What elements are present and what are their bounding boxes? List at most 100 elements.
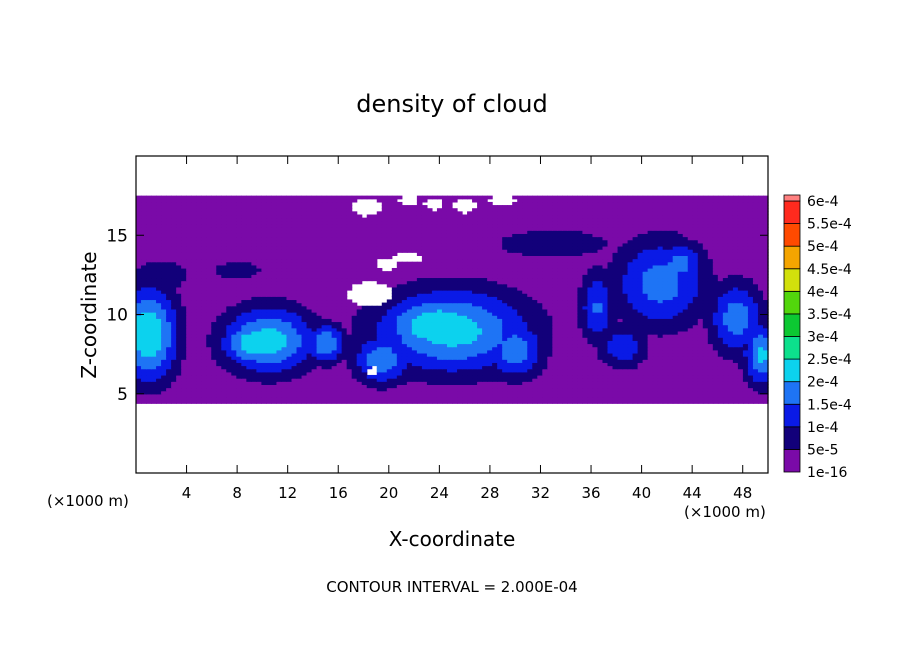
heatmap-cell: [246, 312, 252, 316]
heatmap-cell: [742, 324, 749, 329]
heatmap-cell: [652, 378, 659, 382]
heatmap-cell: [757, 362, 764, 367]
heatmap-cell: [467, 346, 473, 351]
heatmap-cell: [311, 384, 318, 389]
heatmap-cell: [642, 384, 649, 389]
heatmap-cell: [186, 337, 192, 341]
heatmap-cell: [562, 318, 568, 323]
heatmap-cell: [191, 302, 197, 307]
heatmap-cell: [487, 315, 493, 319]
heatmap-cell: [406, 330, 413, 335]
heatmap-cell: [256, 368, 262, 373]
heatmap-cell: [316, 346, 323, 351]
heatmap-cell: [587, 381, 594, 385]
heatmap-cell: [522, 277, 528, 282]
heatmap-cell: [381, 346, 388, 351]
heatmap-cell: [757, 302, 764, 307]
heatmap-cell: [757, 352, 764, 357]
heatmap-cell: [617, 290, 624, 294]
heatmap-cell: [446, 318, 453, 323]
heatmap-cell: [361, 308, 368, 313]
heatmap-cell: [592, 378, 599, 382]
heatmap-cell: [396, 318, 403, 323]
heatmap-cell: [136, 299, 142, 304]
heatmap-cell: [517, 299, 523, 304]
heatmap-cell: [462, 368, 468, 373]
heatmap-cell: [582, 280, 589, 285]
heatmap-cell: [622, 277, 629, 282]
heatmap-cell: [351, 324, 358, 329]
heatmap-cell: [446, 368, 453, 373]
heatmap-cell: [391, 393, 398, 398]
heatmap-cell: [722, 305, 729, 310]
heatmap-cell: [141, 337, 147, 341]
heatmap-cell: [196, 352, 202, 357]
heatmap-cell: [732, 362, 739, 367]
heatmap-cell: [211, 274, 217, 279]
heatmap-cell: [201, 274, 207, 279]
heatmap-cell: [321, 280, 328, 285]
heatmap-cell: [236, 359, 242, 363]
heatmap-cell: [712, 296, 719, 301]
heatmap-cell: [236, 280, 242, 285]
heatmap-cell: [612, 378, 619, 382]
heatmap-cell: [146, 374, 152, 379]
heatmap-cell: [321, 346, 328, 351]
heatmap-cell: [477, 400, 483, 404]
heatmap-cell: [732, 337, 739, 341]
heatmap-cell: [477, 302, 483, 307]
heatmap-cell: [632, 308, 639, 313]
heatmap-cell: [582, 293, 589, 297]
heatmap-cell: [482, 381, 488, 385]
heatmap-cell: [547, 312, 553, 316]
heatmap-cell: [286, 308, 293, 313]
heatmap-cell: [446, 343, 453, 348]
heatmap-cell: [477, 324, 483, 329]
heatmap-cell: [146, 296, 152, 301]
heatmap-cell: [276, 286, 283, 291]
heatmap-cell: [582, 305, 589, 310]
heatmap-cell: [537, 296, 543, 301]
heatmap-cell: [712, 280, 719, 285]
heatmap-cell: [246, 352, 252, 357]
heatmap-cell: [712, 381, 719, 385]
heatmap-cell: [406, 299, 413, 304]
heatmap-cell: [201, 352, 207, 357]
heatmap-cell: [266, 381, 273, 385]
heatmap-cell: [537, 343, 543, 348]
heatmap-cell: [191, 365, 197, 370]
heatmap-cell: [191, 381, 197, 385]
heatmap-cell: [547, 349, 553, 354]
heatmap-cell: [607, 352, 614, 357]
heatmap-cell: [607, 327, 614, 332]
heatmap-cell: [472, 387, 478, 392]
heatmap-cell: [446, 384, 453, 389]
heatmap-cell: [281, 390, 288, 395]
heatmap-cell: [296, 308, 303, 313]
heatmap-cell: [326, 384, 333, 389]
heatmap-cell: [732, 283, 739, 288]
heatmap-cell: [667, 390, 674, 395]
heatmap-cell: [366, 352, 373, 357]
heatmap-cell: [572, 308, 578, 313]
heatmap-cell: [351, 337, 358, 341]
heatmap-cell: [637, 371, 644, 376]
heatmap-cell: [271, 280, 278, 285]
heatmap-cell: [406, 352, 413, 357]
heatmap-cell: [452, 387, 458, 392]
heatmap-cell: [667, 356, 674, 360]
heatmap-cell: [156, 390, 162, 395]
heatmap-cell: [136, 374, 142, 379]
heatmap-cell: [436, 368, 443, 373]
heatmap-cell: [677, 396, 684, 401]
heatmap-cell: [627, 315, 634, 319]
heatmap-cell: [467, 381, 473, 385]
heatmap-cell: [421, 356, 428, 360]
heatmap-cell: [702, 387, 709, 392]
heatmap-cell: [161, 274, 167, 279]
heatmap-cell: [281, 352, 288, 357]
heatmap-cell: [386, 330, 393, 335]
heatmap-cell: [567, 343, 573, 348]
heatmap-cell: [642, 302, 649, 307]
heatmap-cell: [226, 324, 232, 329]
